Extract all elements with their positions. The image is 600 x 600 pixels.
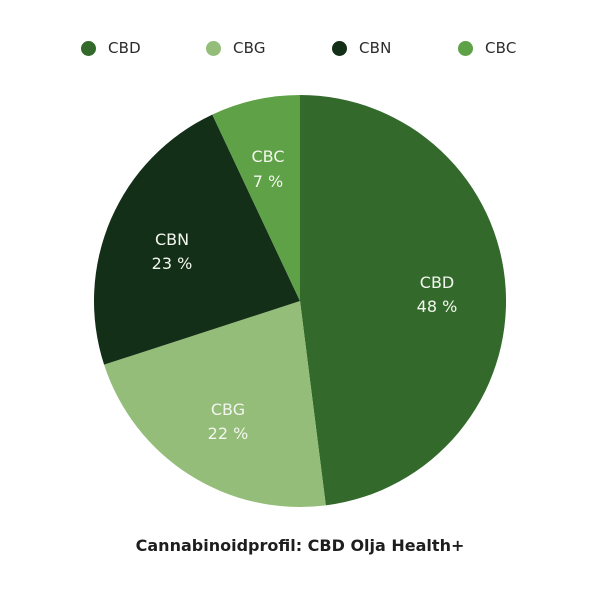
pie-slice-cbn	[93, 114, 300, 365]
legend-label: CBD	[108, 39, 141, 57]
slice-label-cbg-name: CBG	[211, 400, 245, 419]
slice-label-cbc-percent: 7 %	[253, 172, 283, 191]
legend-dot-icon	[332, 40, 347, 56]
legend-label: CBC	[485, 39, 517, 57]
legend-item-cbc: CBC	[458, 36, 517, 60]
legend-dot-icon	[206, 40, 221, 56]
legend-item-cbg: CBG	[206, 36, 266, 60]
slice-label-cbn-name: CBN	[155, 230, 189, 249]
legend-dot-icon	[458, 40, 473, 56]
legend-dot-icon	[81, 40, 96, 56]
legend-label: CBN	[359, 39, 392, 57]
pie-slice-cbc	[212, 95, 300, 301]
slice-label-cbc-name: CBC	[251, 147, 284, 166]
pie-slice-cbg	[104, 301, 326, 508]
pie-slice-cbd	[300, 94, 507, 506]
slice-label-cbn-percent: 23 %	[152, 254, 193, 273]
chart-title: Cannabinoidprofil: CBD Olja Health+	[135, 536, 465, 555]
slice-label-cbg-percent: 22 %	[208, 424, 249, 443]
legend-item-cbn: CBN	[332, 36, 392, 60]
legend-item-cbd: CBD	[81, 36, 141, 60]
slice-label-cbd-name: CBD	[420, 273, 454, 292]
legend-label: CBG	[233, 39, 266, 57]
slice-label-cbd-percent: 48 %	[417, 297, 458, 316]
chart-legend: CBD CBG CBN CBC	[0, 36, 600, 60]
